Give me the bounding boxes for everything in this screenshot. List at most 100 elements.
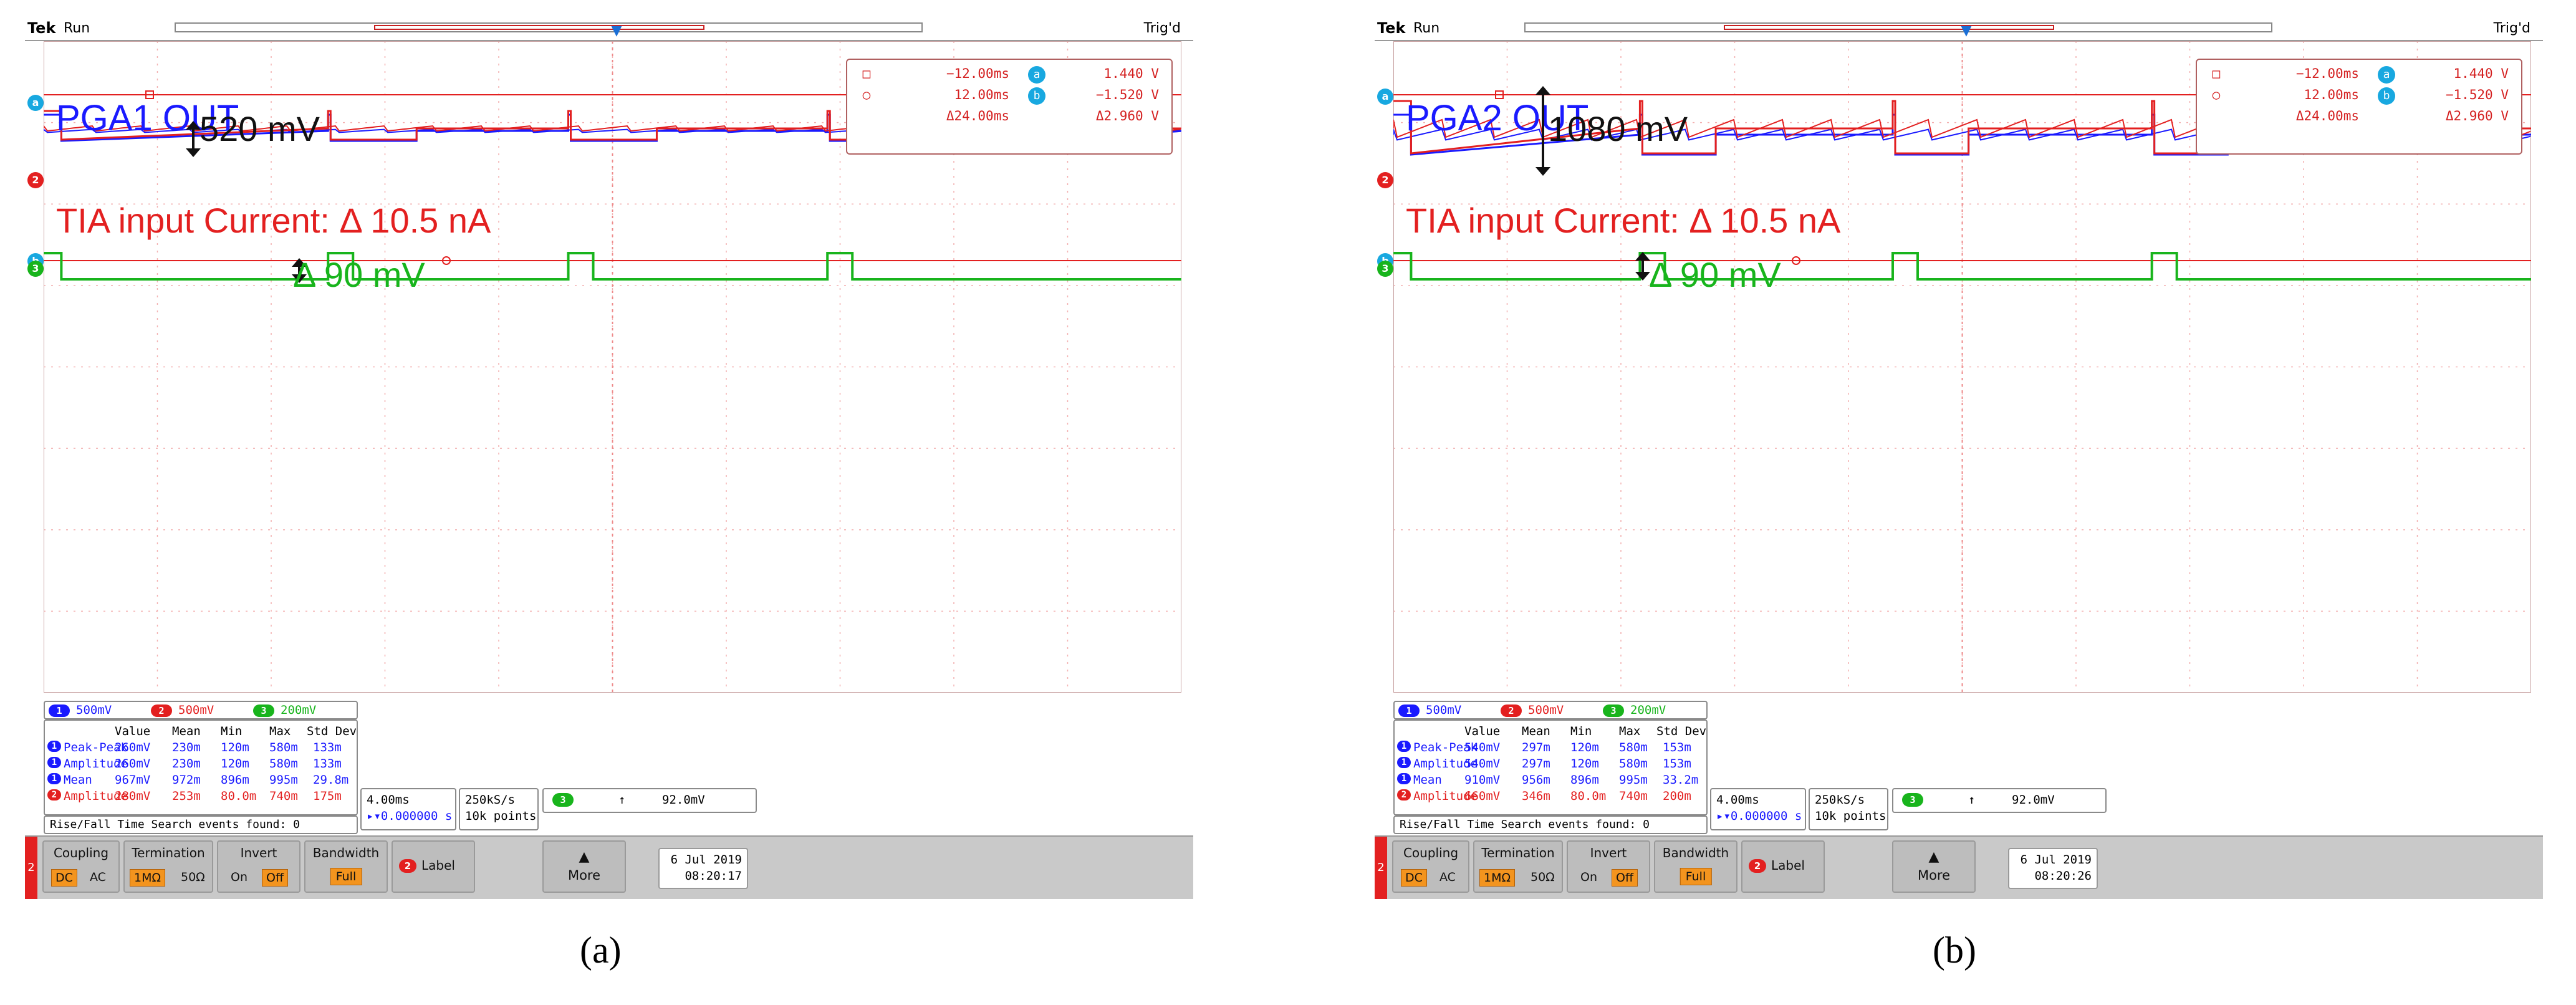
annotation-arrows xyxy=(186,121,307,283)
termination-1mohm[interactable]: 1MΩ xyxy=(1479,869,1516,887)
caption-b: (b) xyxy=(1933,930,1976,971)
cursor-b-badge: b xyxy=(2378,87,2395,105)
pga-arrow-head-down xyxy=(1536,167,1550,176)
label-button[interactable]: 2 Label xyxy=(1741,840,1825,893)
cell-max: 740m xyxy=(269,789,298,803)
termination-button[interactable]: Termination 1MΩ 50Ω xyxy=(1473,840,1563,893)
search-status[interactable]: Rise/Fall Time Search events found: 0 xyxy=(44,815,358,834)
ch1-badge: 1 xyxy=(1398,704,1420,717)
ch1-scale-value: 500mV xyxy=(76,703,112,717)
cursor-a-marker[interactable]: a xyxy=(27,95,44,111)
ch3-ground-marker[interactable]: 3 xyxy=(27,261,44,277)
horizontal-position: ▸▾0.000000 s xyxy=(1716,809,1802,823)
channel-scales[interactable]: 1 500mV 2 500mV 3 200mV xyxy=(44,701,358,719)
invert-button[interactable]: Invert On Off xyxy=(217,840,300,893)
circle-cursor-icon: ○ xyxy=(862,87,871,102)
row-name: Peak-Peak xyxy=(64,741,128,754)
acquisition-readout[interactable]: 250kS/s 10k points xyxy=(1809,788,1888,830)
search-status[interactable]: Rise/Fall Time Search events found: 0 xyxy=(1393,815,1708,834)
ch3-arrow-head-down xyxy=(292,274,307,283)
record-window[interactable] xyxy=(1724,25,2054,30)
termination-1mohm[interactable]: 1MΩ xyxy=(130,869,166,887)
cell-mean: 230m xyxy=(172,741,201,754)
row-name: Mean xyxy=(1413,773,1442,787)
cursor-a-marker[interactable]: a xyxy=(1377,89,1393,105)
invert-off[interactable]: Off xyxy=(1612,869,1638,887)
ch2-ground-marker[interactable]: 2 xyxy=(27,172,44,188)
measurement-table[interactable]: Value Mean Min Max Std Dev 1 Peak-Peak 5… xyxy=(1393,719,1708,815)
label-button[interactable]: 2 Label xyxy=(392,840,475,893)
termination-50ohm[interactable]: 50Ω xyxy=(1531,870,1555,884)
cursor-delta-row: Δ24.00ms Δ2.960 V xyxy=(2197,108,2521,127)
coupling-ac[interactable]: AC xyxy=(1439,870,1456,884)
cell-value: 540mV xyxy=(1464,757,1501,771)
table-row[interactable]: 2 Amplitude 660mV 346m 80.0m 740m 200m xyxy=(1395,789,1706,803)
ch2-scale[interactable]: 2 500mV xyxy=(1501,703,1564,717)
ch1-scale[interactable]: 1 500mV xyxy=(49,703,112,717)
horizontal-readout[interactable]: 4.00ms ▸▾0.000000 s xyxy=(360,788,456,830)
bandwidth-button[interactable]: Bandwidth Full xyxy=(1654,840,1737,893)
table-row[interactable]: 1 Mean 967mV 972m 896m 995m 29.8m xyxy=(45,773,357,787)
record-view-bar[interactable] xyxy=(175,22,923,32)
cursor-readout[interactable]: □ −12.00ms a 1.440 V ○ 12.00ms b −1.520 … xyxy=(846,59,1173,155)
table-row[interactable]: 1 Peak-Peak 540mV 297m 120m 580m 153m xyxy=(1395,741,1706,754)
sample-rate: 250kS/s xyxy=(465,793,516,807)
cursor-readout[interactable]: □ −12.00ms a 1.440 V ○ 12.00ms b −1.520 … xyxy=(2196,59,2522,155)
coupling-button[interactable]: Coupling DC AC xyxy=(1392,840,1469,893)
coupling-button[interactable]: Coupling DC AC xyxy=(42,840,120,893)
more-button[interactable]: ▲ More xyxy=(1892,840,1976,893)
channel-scales[interactable]: 1 500mV 2 500mV 3 200mV xyxy=(1393,701,1708,719)
coupling-dc[interactable]: DC xyxy=(1401,869,1427,887)
run-state[interactable]: Run xyxy=(1413,21,1440,36)
measurement-table[interactable]: Value Mean Min Max Std Dev 1 Peak-Peak 2… xyxy=(44,719,358,815)
record-view-bar[interactable] xyxy=(1524,22,2272,32)
ch1-scale[interactable]: 1 500mV xyxy=(1398,703,1461,717)
bandwidth-button[interactable]: Bandwidth Full xyxy=(304,840,388,893)
table-row[interactable]: 1 Amplitude 260mV 230m 120m 580m 133m xyxy=(45,757,357,771)
trigger-readout[interactable]: 3 ↑ 92.0mV xyxy=(542,788,757,813)
row-channel-badge: 1 xyxy=(1397,741,1411,752)
cell-min: 80.0m xyxy=(221,789,257,803)
more-button[interactable]: ▲ More xyxy=(542,840,626,893)
record-window[interactable] xyxy=(374,25,704,30)
cursor-a-time: −12.00ms xyxy=(946,66,1009,81)
invert-on[interactable]: On xyxy=(231,870,248,884)
ch3-arrow-head-up xyxy=(292,258,307,267)
ch1-scale-value: 500mV xyxy=(1426,703,1462,717)
row-channel-badge: 1 xyxy=(47,757,61,768)
acquisition-readout[interactable]: 250kS/s 10k points xyxy=(459,788,539,830)
ch3-ground-marker[interactable]: 3 xyxy=(1377,261,1393,277)
ch2-ground-marker[interactable]: 2 xyxy=(1377,172,1393,188)
ch3-trace xyxy=(44,252,1181,281)
cell-stddev: 29.8m xyxy=(313,773,349,787)
invert-off[interactable]: Off xyxy=(262,869,289,887)
ch3-trace xyxy=(1393,252,2531,281)
invert-button[interactable]: Invert On Off xyxy=(1567,840,1650,893)
table-row[interactable]: 1 Mean 910mV 956m 896m 995m 33.2m xyxy=(1395,773,1706,787)
coupling-dc[interactable]: DC xyxy=(51,869,77,887)
cell-mean: 253m xyxy=(172,789,201,803)
cell-max: 580m xyxy=(1619,741,1648,754)
termination-50ohm[interactable]: 50Ω xyxy=(181,870,205,884)
ch3-scale[interactable]: 3 200mV xyxy=(253,703,316,717)
waveform-display[interactable]: PGA2 OUT □ −12.00ms a 1.440 V ○ 12.00ms … xyxy=(1377,41,2531,693)
table-row[interactable]: 1 Amplitude 540mV 297m 120m 580m 153m xyxy=(1395,757,1706,771)
horizontal-readout[interactable]: 4.00ms ▸▾0.000000 s xyxy=(1710,788,1806,830)
trigger-readout[interactable]: 3 ↑ 92.0mV xyxy=(1892,788,2107,813)
table-row[interactable]: 2 Amplitude 280mV 253m 80.0m 740m 175m xyxy=(45,789,357,803)
coupling-ac[interactable]: AC xyxy=(90,870,106,884)
record-length: 10k points xyxy=(465,809,537,823)
cursor-a-badge: a xyxy=(2378,66,2395,84)
termination-button[interactable]: Termination 1MΩ 50Ω xyxy=(123,840,213,893)
waveform-display[interactable]: PGA1 OUT □ −12.00ms a 1.440 V ○ 12.00ms … xyxy=(27,41,1181,693)
bandwidth-value: Full xyxy=(330,868,362,885)
invert-on[interactable]: On xyxy=(1580,870,1597,884)
table-row[interactable]: 1 Peak-Peak 260mV 230m 120m 580m 133m xyxy=(45,741,357,754)
cursor-delta-row: Δ24.00ms Δ2.960 V xyxy=(847,108,1171,127)
run-state[interactable]: Run xyxy=(64,21,90,36)
termination-label: Termination xyxy=(1481,845,1555,860)
ch2-scale[interactable]: 2 500mV xyxy=(151,703,214,717)
rising-edge-icon: ↑ xyxy=(618,793,626,807)
search-status-text: Rise/Fall Time Search events found: 0 xyxy=(50,818,300,831)
ch3-scale[interactable]: 3 200mV xyxy=(1603,703,1666,717)
